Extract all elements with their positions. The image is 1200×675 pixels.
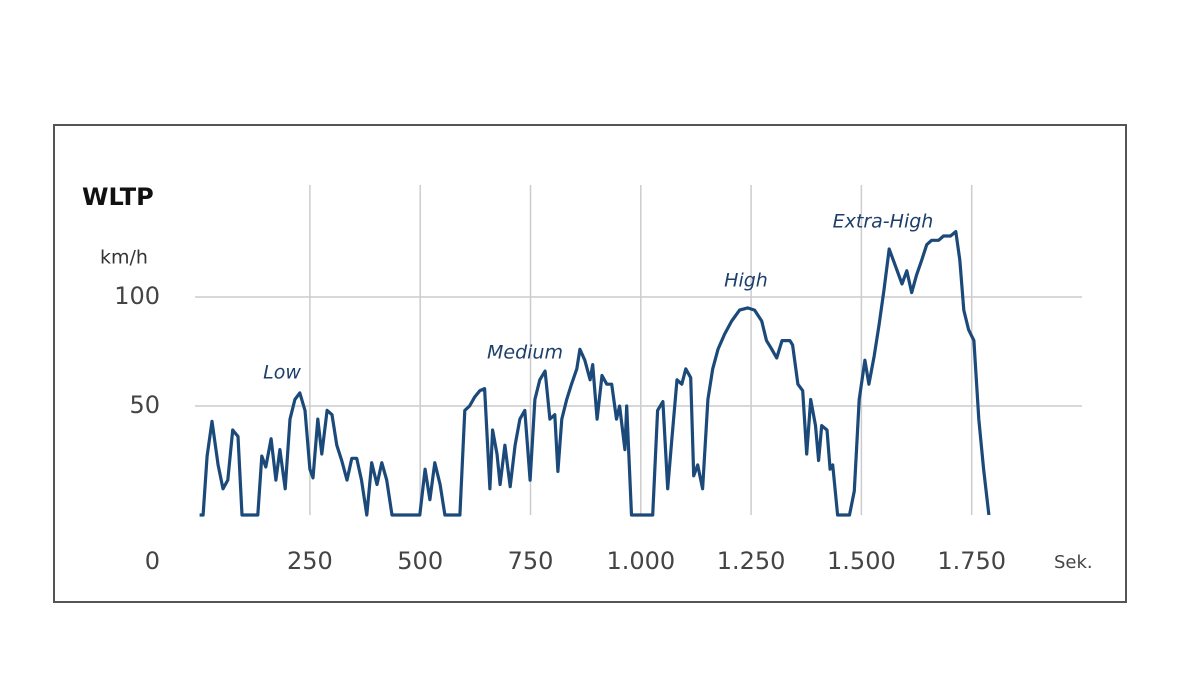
y-tick-label: 100 [114, 282, 160, 310]
x-tick-label: 1.750 [937, 547, 1006, 575]
chart-frame [53, 124, 1127, 603]
y-tick-label: 0 [145, 547, 160, 575]
data-line [199, 230, 991, 517]
annotation: High [724, 270, 768, 292]
x-tick-label: 1.250 [717, 547, 786, 575]
x-tick-label: 250 [287, 547, 333, 575]
x-tick-label: 500 [397, 547, 443, 575]
y-axis-label: km/h [100, 247, 148, 269]
annotation: Medium [487, 342, 563, 364]
y-tick-label: 50 [129, 391, 160, 419]
x-tick-label: 1.500 [827, 547, 896, 575]
annotation: Extra-High [833, 211, 934, 233]
x-tick-label: 750 [508, 547, 554, 575]
x-tick-label: 1.000 [606, 547, 675, 575]
annotation: Low [263, 362, 301, 384]
chart-title: WLTP [82, 183, 154, 211]
x-axis-label: Sek. [1054, 552, 1093, 573]
